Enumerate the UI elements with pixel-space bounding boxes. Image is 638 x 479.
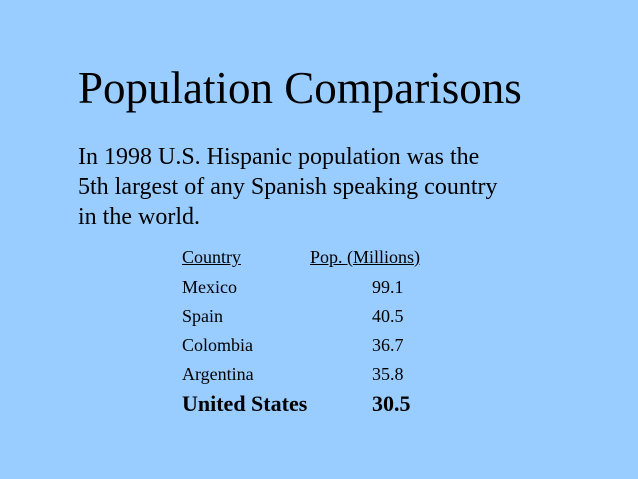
population-cell: 35.8 — [372, 364, 404, 384]
table-header: Country — [182, 247, 242, 267]
table-header: Pop. (Millions) — [310, 247, 421, 267]
slide-title: Population Comparisons — [78, 63, 522, 113]
country-cell: Colombia — [182, 335, 253, 355]
country-cell: Mexico — [182, 277, 237, 297]
population-cell: 99.1 — [372, 277, 404, 297]
country-cell: United States — [182, 391, 308, 416]
body-line: 5th largest of any Spanish speaking coun… — [78, 174, 498, 200]
country-cell: Argentina — [182, 364, 254, 384]
population-cell: 36.7 — [372, 335, 404, 355]
population-cell: 40.5 — [372, 306, 404, 326]
body-line: in the world. — [78, 204, 200, 230]
body-line: In 1998 U.S. Hispanic population was the — [78, 144, 480, 170]
population-cell: 30.5 — [372, 391, 411, 416]
country-cell: Spain — [182, 306, 224, 326]
